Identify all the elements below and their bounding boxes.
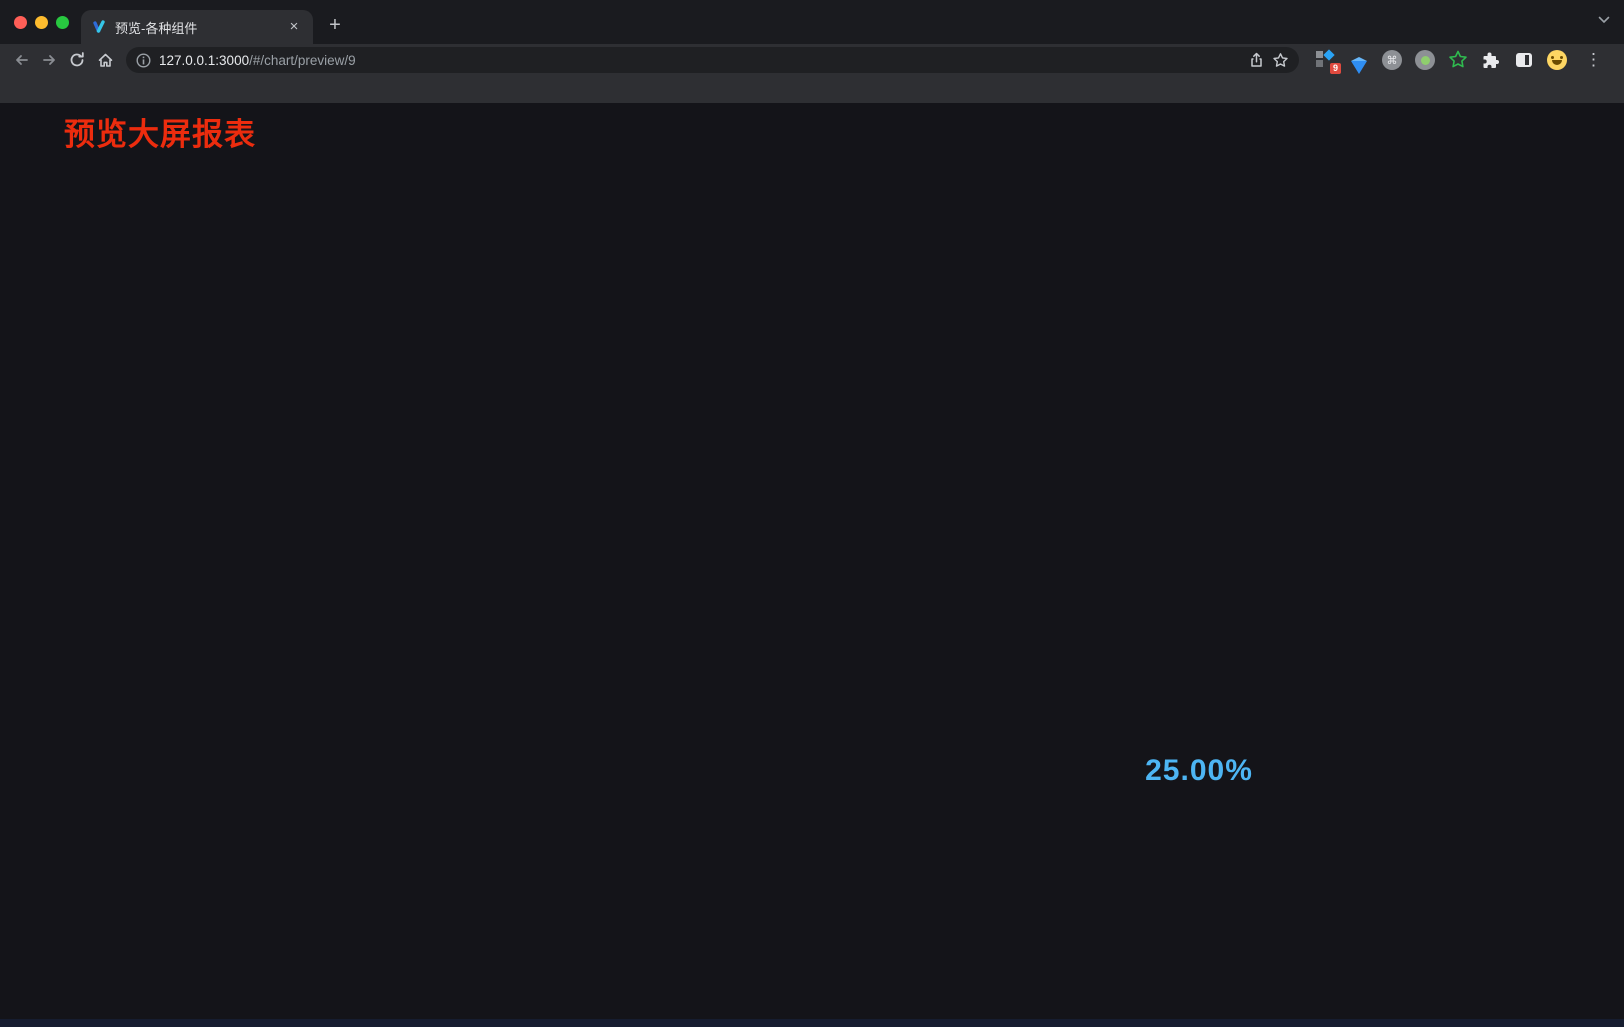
side-panel-icon[interactable]: [1513, 49, 1535, 71]
extensions-puzzle-icon[interactable]: [1480, 49, 1502, 71]
page-content: 预览大屏报表 25.00%: [0, 103, 1624, 1027]
fullscreen-window-button[interactable]: [56, 15, 69, 29]
chart-two-series-area: [100, 675, 500, 897]
chart-horizontal-bar: [505, 149, 895, 365]
command-circle-extension-icon[interactable]: ⌘: [1381, 49, 1403, 71]
bookmark-star-icon[interactable]: [1272, 52, 1289, 68]
back-button[interactable]: [8, 47, 34, 73]
grid-diamond-extension-icon[interactable]: 9: [1315, 49, 1341, 74]
url-host: 127.0.0.1:3000: [159, 52, 250, 68]
tab-title: 预览-各种组件: [115, 20, 198, 36]
extension-badge: 9: [1329, 63, 1341, 74]
home-button[interactable]: [92, 47, 118, 73]
bottom-strip: [0, 1019, 1624, 1027]
tab-close-icon[interactable]: ×: [289, 18, 299, 35]
new-tab-button[interactable]: +: [329, 14, 341, 36]
browser-menu-icon[interactable]: ⋮: [1585, 50, 1602, 69]
browser-tab[interactable]: 预览-各种组件 ×: [81, 10, 313, 44]
extensions-area: 9 ⌘ ⋮: [1307, 49, 1616, 74]
tab-strip: 预览-各种组件 × +: [0, 0, 1624, 44]
page-title: 预览大屏报表: [64, 117, 256, 152]
share-icon[interactable]: [1249, 52, 1264, 68]
tab-search-chevron-icon[interactable]: [1598, 16, 1610, 24]
chart-grouped-bar: [38, 147, 440, 363]
chart-single-area: [985, 385, 1390, 605]
chart-two-series-line: [45, 421, 440, 643]
browser-toolbar: 127.0.0.1:3000/#/chart/preview/9 9 ⌘: [0, 44, 1624, 76]
gauge-value-label: 25.00%: [1145, 754, 1253, 787]
url-text: 127.0.0.1:3000/#/chart/preview/9: [159, 53, 1241, 68]
chart-gradient-line: [505, 398, 895, 618]
gem-extension-icon[interactable]: [1348, 49, 1370, 74]
site-info-icon[interactable]: [136, 52, 151, 68]
green-dot-circle-extension-icon[interactable]: [1414, 49, 1436, 71]
close-window-button[interactable]: [14, 15, 27, 29]
green-star-extension-icon[interactable]: [1447, 49, 1469, 71]
url-path: /#/chart/preview/9: [249, 52, 356, 68]
minimize-window-button[interactable]: [35, 15, 48, 29]
chart-gauge: 25.00%: [1099, 671, 1299, 871]
forward-button[interactable]: [36, 47, 62, 73]
reload-button[interactable]: [64, 47, 90, 73]
window-controls: [0, 0, 81, 44]
bookmarks-bar: [0, 76, 1624, 103]
site-favicon: [93, 20, 105, 33]
chart-progress-bars: [990, 153, 1390, 393]
profile-avatar[interactable]: [1546, 49, 1568, 71]
chart-donut: [527, 643, 947, 894]
address-bar[interactable]: 127.0.0.1:3000/#/chart/preview/9: [126, 47, 1299, 73]
